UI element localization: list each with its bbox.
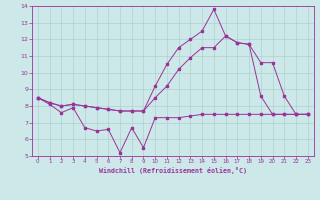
X-axis label: Windchill (Refroidissement éolien,°C): Windchill (Refroidissement éolien,°C) — [99, 167, 247, 174]
